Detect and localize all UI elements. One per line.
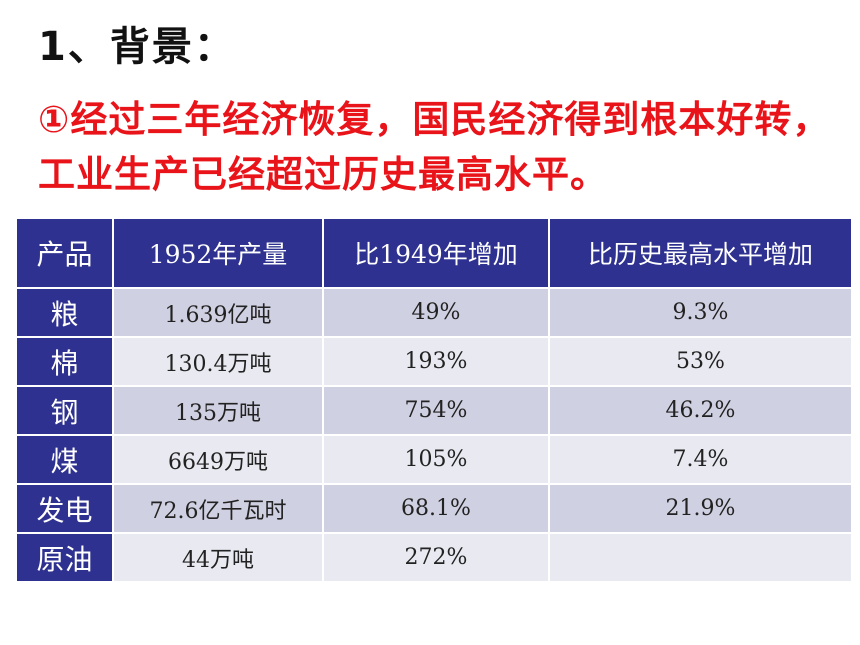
header-product: 产品	[15, 217, 114, 289]
table-header-row: 产品 1952年产量 比1949年增加 比历史最高水平增加	[15, 217, 853, 289]
cell-increase-record	[548, 532, 853, 583]
header-increase-1949: 比1949年增加	[322, 217, 550, 289]
cell-output: 130.4万吨	[112, 336, 324, 387]
header-output-1952: 1952年产量	[112, 217, 324, 289]
cell-product: 棉	[15, 336, 114, 387]
table-row: 原油 44万吨 272%	[15, 532, 853, 583]
table-row: 棉 130.4万吨 193% 53%	[15, 336, 853, 387]
table-row: 钢 135万吨 754% 46.2%	[15, 385, 853, 436]
cell-increase-1949: 105%	[322, 434, 550, 485]
cell-increase-1949: 193%	[322, 336, 550, 387]
cell-increase-record: 46.2%	[548, 385, 853, 436]
section-heading: 1、背景：	[38, 24, 236, 70]
cell-increase-record: 7.4%	[548, 434, 853, 485]
cell-increase-record: 53%	[548, 336, 853, 387]
cell-output: 6649万吨	[112, 434, 324, 485]
cell-output: 44万吨	[112, 532, 324, 583]
cell-product: 钢	[15, 385, 114, 436]
cell-output: 72.6亿千瓦时	[112, 483, 324, 534]
cell-increase-record: 9.3%	[548, 287, 853, 338]
table-row: 发电 72.6亿千瓦时 68.1% 21.9%	[15, 483, 853, 534]
cell-increase-1949: 49%	[322, 287, 550, 338]
cell-product: 原油	[15, 532, 114, 583]
table-row: 粮 1.639亿吨 49% 9.3%	[15, 287, 853, 338]
cell-output: 1.639亿吨	[112, 287, 324, 338]
cell-product: 煤	[15, 434, 114, 485]
cell-increase-1949: 272%	[322, 532, 550, 583]
cell-product: 粮	[15, 287, 114, 338]
production-table: 产品 1952年产量 比1949年增加 比历史最高水平增加 粮 1.639亿吨 …	[15, 217, 853, 583]
cell-increase-1949: 68.1%	[322, 483, 550, 534]
cell-increase-1949: 754%	[322, 385, 550, 436]
table-row: 煤 6649万吨 105% 7.4%	[15, 434, 853, 485]
header-increase-record: 比历史最高水平增加	[548, 217, 853, 289]
cell-increase-record: 21.9%	[548, 483, 853, 534]
cell-product: 发电	[15, 483, 114, 534]
cell-output: 135万吨	[112, 385, 324, 436]
background-point-1: ①经过三年经济恢复，国民经济得到根本好转，工业生产已经超过历史最高水平。	[38, 98, 831, 196]
